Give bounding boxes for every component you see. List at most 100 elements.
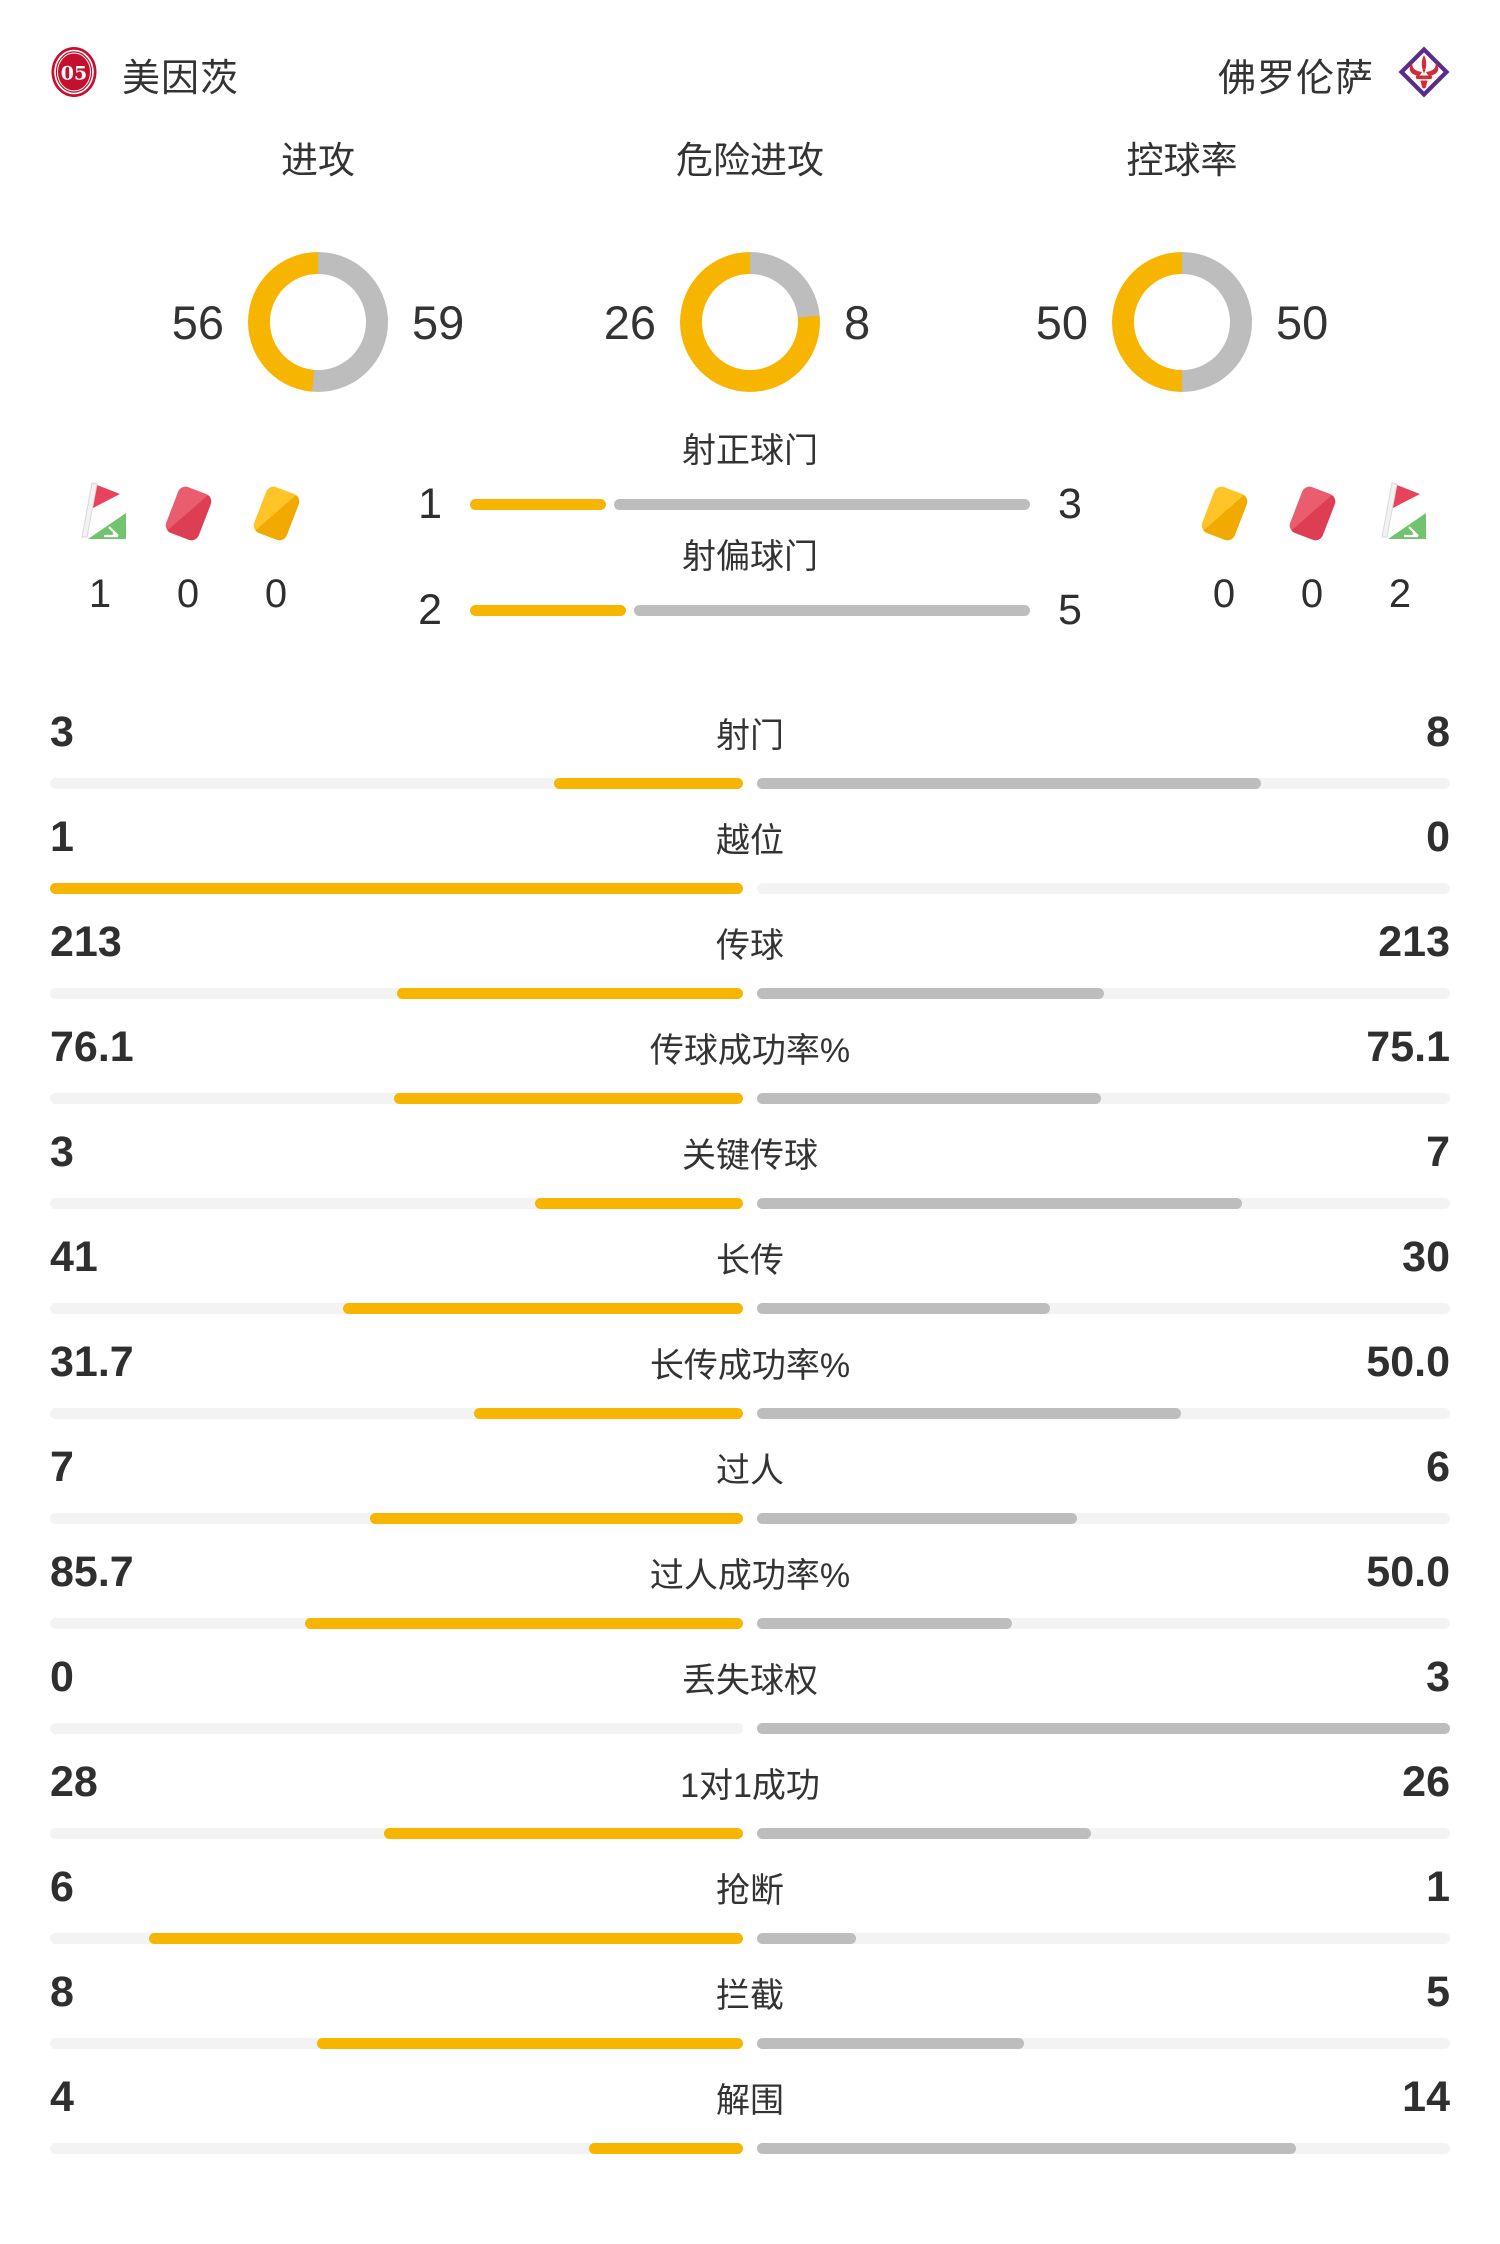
- stat-bar-away-fill: [757, 1093, 1102, 1104]
- stat-bar-home-track: [50, 883, 743, 894]
- stat-away-value: 26: [1402, 1757, 1450, 1806]
- shot-away-value: 3: [1058, 479, 1082, 528]
- stat-away-value: 14: [1402, 2072, 1450, 2121]
- donut-chart: [248, 252, 388, 392]
- home-team[interactable]: 05 美因茨: [50, 46, 239, 103]
- stat-bar: [50, 1618, 1450, 1629]
- stat-bar-home-track: [50, 1513, 743, 1524]
- stat-bar: [50, 883, 1450, 894]
- mainz-crest-icon: 05: [50, 46, 98, 103]
- stat-bar-away-fill: [757, 988, 1104, 999]
- home-red-card-count: 0: [176, 572, 200, 616]
- stat-label: 拦截: [716, 1976, 784, 2015]
- stat-bar: [50, 2038, 1450, 2049]
- stat-bar-away-track: [757, 2038, 1450, 2049]
- stat-home-value: 213: [50, 917, 122, 966]
- stat-bar-home-track: [50, 2143, 743, 2154]
- away-discipline: 0 0 2: [1120, 428, 1450, 640]
- stat-row: 1 越位 0: [50, 809, 1450, 894]
- shot-bar-away-fill: [614, 498, 1030, 510]
- stat-row: 31.7 长传成功率% 50.0: [50, 1334, 1450, 1419]
- stat-label: 传球成功率%: [649, 1031, 851, 1070]
- stat-bar-away-track: [757, 988, 1450, 999]
- stat-row: 8 拦截 5: [50, 1964, 1450, 2049]
- overview-donuts: 进攻 56 59 危险进攻 26 8 控球率 50 50: [50, 136, 1450, 392]
- stat-home-value: 1: [50, 812, 74, 861]
- donut-label: 进攻: [281, 140, 355, 181]
- stat-bar-home-fill: [342, 1303, 743, 1314]
- stat-bar-away-track: [757, 1828, 1450, 1839]
- stat-label: 越位: [716, 821, 784, 860]
- stat-bar-home-fill: [396, 988, 743, 999]
- donut-home-value: 56: [171, 295, 224, 349]
- stat-bar-away-fill: [757, 1933, 857, 1944]
- away-team[interactable]: 佛罗伦萨: [1218, 46, 1450, 103]
- stat-home-value: 7: [50, 1442, 74, 1491]
- stat-bar-away-track: [757, 1933, 1450, 1944]
- away-yellow-card-count: 0: [1212, 572, 1236, 616]
- home-discipline-values: 1 0 0: [50, 572, 380, 617]
- stat-away-value: 5: [1426, 1967, 1450, 2016]
- shot-bars: 射正球门 1 3 射偏球门 2 5: [380, 428, 1120, 640]
- stat-row: 4 解围 14: [50, 2069, 1450, 2154]
- stat-bar: [50, 1198, 1450, 1209]
- stat-bar-away-track: [757, 1408, 1450, 1419]
- stat-home-value: 3: [50, 707, 74, 756]
- stat-bar-away-fill: [757, 1513, 1077, 1524]
- stat-bar-home-fill: [305, 1618, 743, 1629]
- stat-label: 长传: [716, 1241, 784, 1280]
- stat-away-value: 0: [1426, 812, 1450, 861]
- shot-row: 1 3: [380, 474, 1120, 534]
- stat-rows: 3 射门 8 1 越位 0 213 传球 213: [50, 704, 1450, 2154]
- shot-bar-away-fill: [633, 604, 1030, 616]
- shots-section: 1 0 0 射正球门 1 3 射偏球门 2 5: [50, 428, 1450, 640]
- stat-away-value: 6: [1426, 1442, 1450, 1491]
- stat-label: 射门: [716, 716, 784, 755]
- shot-bar-home-fill: [470, 604, 626, 616]
- stat-label: 过人: [716, 1451, 784, 1490]
- yellow-card-icon: [1198, 483, 1250, 543]
- header: 05 美因茨 佛罗伦萨: [50, 42, 1450, 106]
- stat-bar-home-fill: [369, 1513, 743, 1524]
- stat-bar-away-track: [757, 1618, 1450, 1629]
- stat-home-value: 76.1: [50, 1022, 134, 1071]
- svg-text:05: 05: [61, 62, 87, 84]
- stat-bar-home-fill: [50, 883, 743, 894]
- away-red-card-count: 0: [1300, 572, 1324, 616]
- stat-home-value: 85.7: [50, 1547, 134, 1596]
- donut-chart: [680, 252, 820, 392]
- stat-home-value: 8: [50, 1967, 74, 2016]
- stat-bar-away-track: [757, 883, 1450, 894]
- stat-home-value: 4: [50, 2072, 74, 2121]
- shot-row: 2 5: [380, 580, 1120, 640]
- home-yellow-card-count: 0: [264, 572, 288, 616]
- stat-row: 213 传球 213: [50, 914, 1450, 999]
- donut-away-value: 59: [412, 295, 465, 349]
- stat-row: 6 抢断 1: [50, 1859, 1450, 1944]
- stat-bar: [50, 1828, 1450, 1839]
- home-team-name: 美因茨: [122, 57, 240, 100]
- stat-bar: [50, 1723, 1450, 1734]
- stat-bar-home-track: [50, 1198, 743, 1209]
- stat-bar-home-track: [50, 1093, 743, 1104]
- stat-bar-away-fill: [757, 1723, 1450, 1734]
- away-corner-flag-count: 2: [1388, 572, 1412, 616]
- stat-row: 41 长传 30: [50, 1229, 1450, 1314]
- shot-bar: [470, 604, 1030, 616]
- stat-bar: [50, 1408, 1450, 1419]
- stat-label: 1对1成功: [680, 1766, 820, 1805]
- stat-bar-away-fill: [757, 1618, 1013, 1629]
- donut-away-value: 50: [1276, 295, 1329, 349]
- stat-bar-away-track: [757, 1198, 1450, 1209]
- stat-label: 丢失球权: [682, 1661, 818, 1700]
- stat-away-value: 7: [1426, 1127, 1450, 1176]
- stat-bar-away-track: [757, 778, 1450, 789]
- stat-bar-away-track: [757, 1513, 1450, 1524]
- shot-home-value: 1: [418, 479, 442, 528]
- fiorentina-crest-icon: [1398, 46, 1450, 103]
- shot-home-value: 2: [418, 585, 442, 634]
- stat-bar: [50, 988, 1450, 999]
- stat-home-value: 0: [50, 1652, 74, 1701]
- stat-bar-home-track: [50, 2038, 743, 2049]
- home-corner-flag-count: 1: [88, 572, 112, 616]
